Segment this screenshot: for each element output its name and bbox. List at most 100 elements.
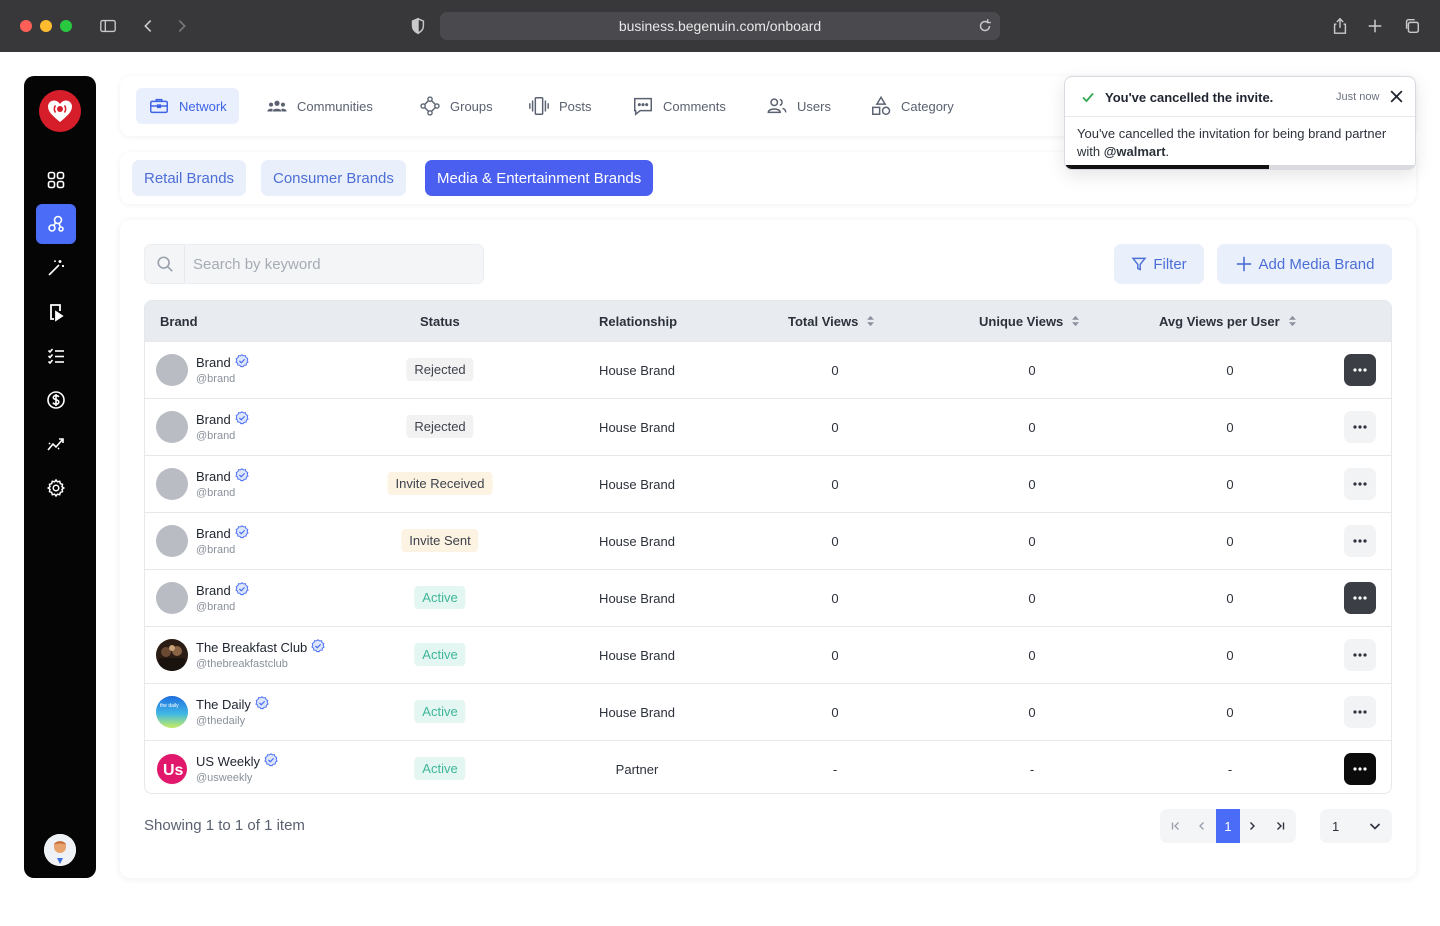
verified-badge-icon <box>255 696 269 713</box>
table-row: Brand @brand Rejected House Brand 0 0 0 <box>145 341 1391 398</box>
brand-avatar[interactable] <box>156 354 188 386</box>
settings-gear-icon[interactable] <box>36 468 76 508</box>
sidebar-toggle-icon[interactable] <box>96 14 120 38</box>
analytics-icon[interactable] <box>36 424 76 464</box>
tab-media-entertainment-brands[interactable]: Media & Entertainment Brands <box>425 160 654 196</box>
row-actions-button[interactable] <box>1344 639 1376 671</box>
tab-comments[interactable]: Comments <box>620 88 738 124</box>
tab-groups[interactable]: Groups <box>407 88 505 124</box>
brand-name[interactable]: Brand <box>196 525 249 542</box>
table-row: Brand @brand Rejected House Brand 0 0 0 <box>145 398 1391 455</box>
sort-icon[interactable] <box>866 315 875 327</box>
checkmark-icon <box>1082 92 1094 103</box>
tab-users[interactable]: Users <box>754 88 843 124</box>
tab-network[interactable]: Network <box>136 88 239 124</box>
brand-avatar[interactable] <box>156 582 188 614</box>
brand-avatar[interactable] <box>156 468 188 500</box>
avg-views-cell: 0 <box>1226 362 1234 378</box>
address-bar[interactable]: business.begenuin.com/onboard <box>440 12 1000 40</box>
filter-icon <box>1131 257 1147 271</box>
pagination: 1 <box>1160 809 1296 843</box>
brand-name[interactable]: The Daily <box>196 696 269 713</box>
dollar-icon[interactable] <box>36 380 76 420</box>
network-nav-button[interactable] <box>36 204 76 244</box>
sort-icon[interactable] <box>1071 315 1080 327</box>
brand-name[interactable]: Brand <box>196 582 249 599</box>
header-brand: Brand <box>160 313 198 329</box>
row-actions-button[interactable] <box>1344 582 1376 614</box>
user-avatar[interactable] <box>44 834 76 866</box>
brand-avatar[interactable] <box>156 639 188 671</box>
brand-name[interactable]: Brand <box>196 411 249 428</box>
tab-overview-icon[interactable] <box>1400 14 1424 38</box>
header-total-views[interactable]: Total Views <box>788 301 875 341</box>
more-horizontal-icon <box>1353 539 1367 543</box>
add-media-brand-button[interactable]: Add Media Brand <box>1217 244 1392 284</box>
sort-icon[interactable] <box>1288 315 1297 327</box>
media-file-icon[interactable] <box>36 292 76 332</box>
relationship-cell: House Brand <box>599 476 675 492</box>
page-size-select[interactable]: 1 <box>1320 809 1392 843</box>
sidebar <box>24 76 96 878</box>
dashboard-grid-icon[interactable] <box>36 160 76 200</box>
forward-icon[interactable] <box>170 14 194 38</box>
brand-handle: @thebreakfastclub <box>196 658 288 670</box>
brand-name[interactable]: The Breakfast Club <box>196 639 325 656</box>
row-actions-button[interactable] <box>1344 753 1376 785</box>
app-logo[interactable] <box>39 90 81 132</box>
avg-views-cell: 0 <box>1226 647 1234 663</box>
row-actions-button[interactable] <box>1344 525 1376 557</box>
video-stack-icon <box>529 97 549 115</box>
close-icon[interactable] <box>1389 89 1404 104</box>
share-icon[interactable] <box>1328 14 1352 38</box>
more-horizontal-icon <box>1353 596 1367 600</box>
previous-page-icon[interactable] <box>1190 809 1214 843</box>
avg-views-cell: 0 <box>1226 704 1234 720</box>
tab-consumer-brands[interactable]: Consumer Brands <box>261 160 406 196</box>
minimize-window-button[interactable] <box>40 20 52 32</box>
tab-category[interactable]: Category <box>858 88 966 124</box>
search-input[interactable] <box>185 245 475 283</box>
brand-handle: @brand <box>196 544 236 556</box>
filter-button[interactable]: Filter <box>1114 244 1204 284</box>
url-text: business.begenuin.com/onboard <box>618 18 822 34</box>
close-window-button[interactable] <box>20 20 32 32</box>
zoom-window-button[interactable] <box>60 20 72 32</box>
header-avg-views[interactable]: Avg Views per User <box>1159 301 1297 341</box>
header-status: Status <box>420 313 460 329</box>
unique-views-cell: 0 <box>1028 533 1036 549</box>
brand-avatar[interactable] <box>156 411 188 443</box>
header-unique-views[interactable]: Unique Views <box>979 301 1080 341</box>
brand-name[interactable]: Brand <box>196 468 249 485</box>
row-actions-button[interactable] <box>1344 354 1376 386</box>
verified-badge-icon <box>235 354 249 371</box>
brand-handle: @usweekly <box>196 772 253 784</box>
back-icon[interactable] <box>136 14 160 38</box>
row-actions-button[interactable] <box>1344 411 1376 443</box>
tab-communities[interactable]: Communities <box>254 88 385 124</box>
brand-avatar[interactable]: Us <box>156 753 188 785</box>
brand-name[interactable]: Brand <box>196 354 249 371</box>
unique-views-cell: 0 <box>1028 362 1036 378</box>
page-number-button[interactable]: 1 <box>1216 809 1240 843</box>
toast-message: You've cancelled the invitation for bein… <box>1077 126 1387 159</box>
reload-icon[interactable] <box>976 17 994 35</box>
brand-avatar[interactable] <box>156 525 188 557</box>
tab-label: Communities <box>297 98 373 114</box>
status-badge: Invite Received <box>387 472 493 495</box>
row-actions-button[interactable] <box>1344 696 1376 728</box>
first-page-icon[interactable] <box>1164 809 1188 843</box>
magic-wand-icon[interactable] <box>36 248 76 288</box>
next-page-icon[interactable] <box>1240 809 1264 843</box>
last-page-icon[interactable] <box>1268 809 1292 843</box>
row-actions-button[interactable] <box>1344 468 1376 500</box>
tab-posts[interactable]: Posts <box>516 88 604 124</box>
brand-avatar[interactable]: the daily <box>156 696 188 728</box>
brand-name[interactable]: US Weekly <box>196 753 278 770</box>
checklist-icon[interactable] <box>36 336 76 376</box>
new-tab-icon[interactable] <box>1363 14 1387 38</box>
tab-retail-brands[interactable]: Retail Brands <box>132 160 247 196</box>
status-badge: Active <box>414 700 466 723</box>
privacy-shield-icon[interactable] <box>406 14 430 38</box>
relationship-cell: House Brand <box>599 419 675 435</box>
